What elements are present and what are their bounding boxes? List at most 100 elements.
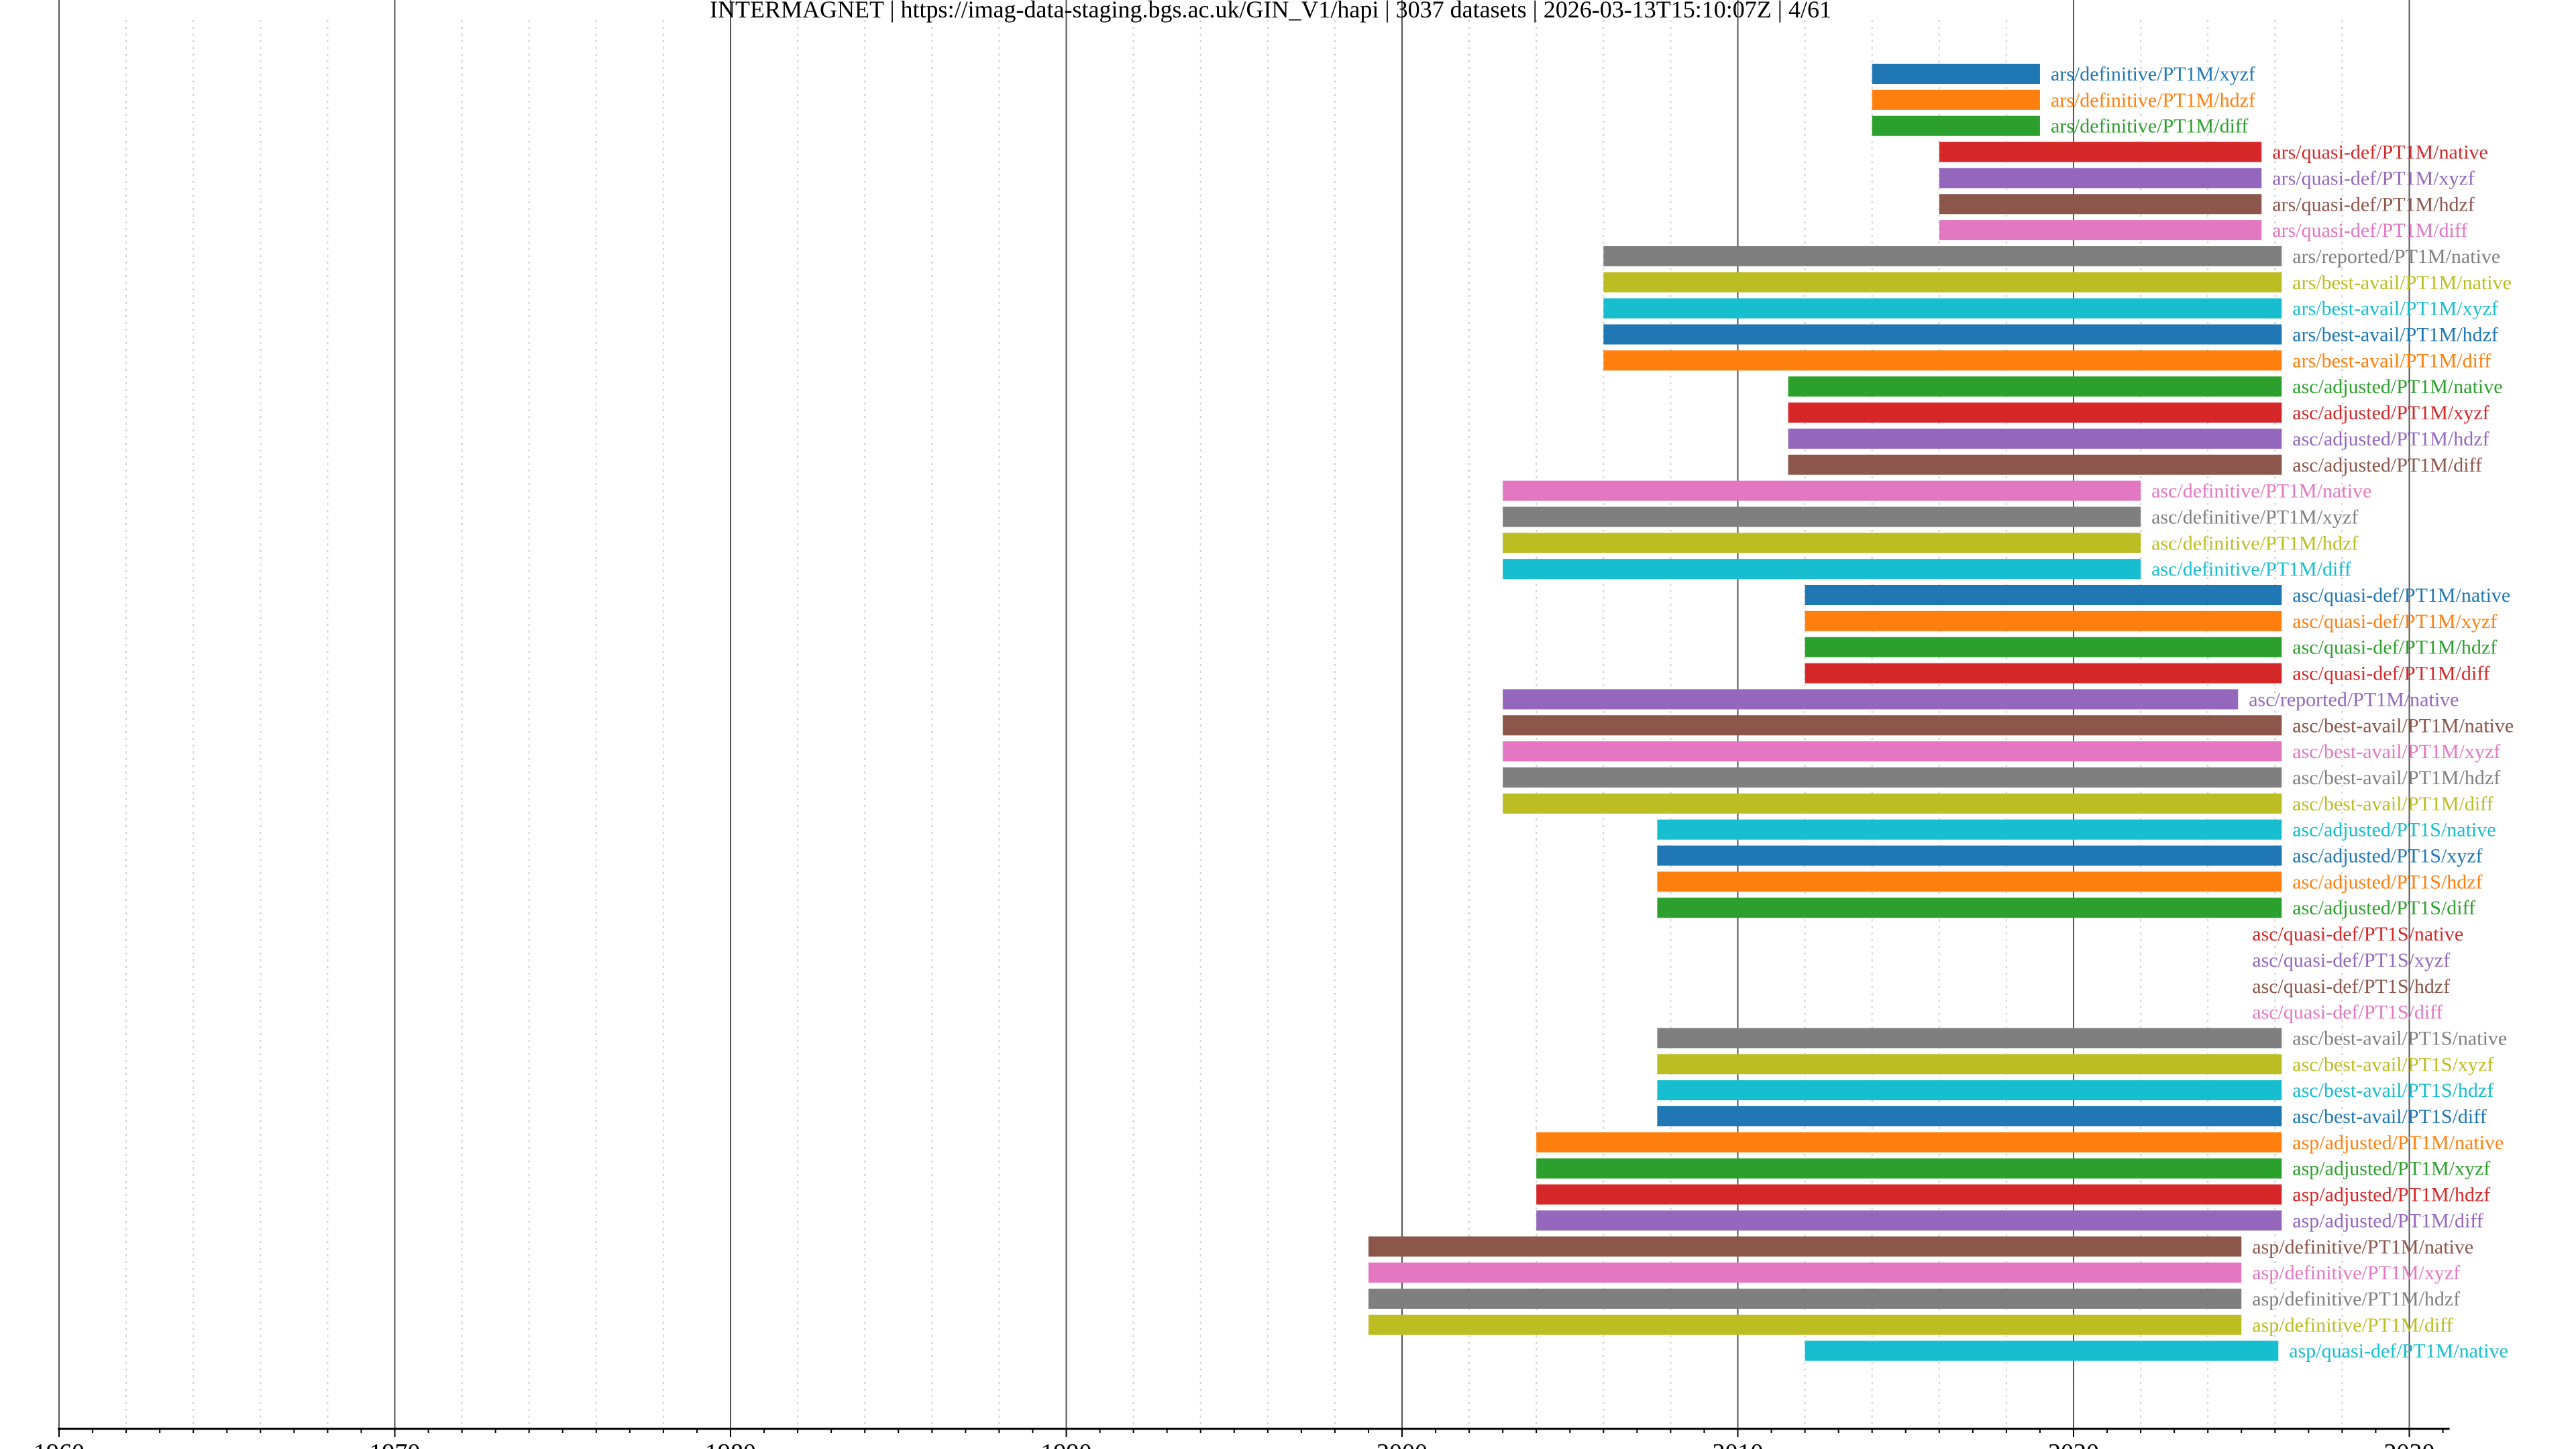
bar-label: asp/definitive/PT1M/hdzf xyxy=(2252,1288,2460,1310)
timeline-bar xyxy=(1503,741,2282,762)
bar-label: asp/adjusted/PT1M/diff xyxy=(2292,1210,2483,1232)
bar-label: asc/best-avail/PT1S/xyzf xyxy=(2292,1053,2493,1075)
x-axis: 1960 1970 1980 1990 2000 2010 2020 2030 xyxy=(34,1428,2450,1449)
timeline-bar xyxy=(1872,64,2040,84)
bar-label: asp/quasi-def/PT1M/native xyxy=(2289,1340,2508,1362)
bar-label: ars/quasi-def/PT1M/native xyxy=(2272,142,2488,164)
bar-label: asc/adjusted/PT1M/diff xyxy=(2292,454,2482,476)
timeline-bar xyxy=(1939,168,2262,189)
bar-label: ars/definitive/PT1M/diff xyxy=(2051,115,2248,138)
timeline-bar xyxy=(1368,1288,2242,1309)
bar-label: asp/adjusted/PT1M/native xyxy=(2292,1132,2504,1154)
timeline-bar xyxy=(1805,637,2282,657)
timeline-bar xyxy=(1657,845,2282,866)
bar-label: asc/quasi-def/PT1M/diff xyxy=(2292,663,2489,685)
timeline-bar xyxy=(1536,1184,2282,1205)
bar-label: asc/adjusted/PT1S/diff xyxy=(2292,897,2475,919)
x-tick-label: 1970 xyxy=(370,1439,421,1449)
timeline-bar xyxy=(1788,376,2282,397)
timeline-bar xyxy=(1788,454,2282,475)
bar-label: asc/best-avail/PT1M/native xyxy=(2292,714,2514,737)
timeline-bar xyxy=(1788,428,2282,449)
bar-label: asc/adjusted/PT1S/hdzf xyxy=(2292,871,2482,893)
bar-label: asc/adjusted/PT1M/xyzf xyxy=(2292,402,2489,424)
bars xyxy=(1368,64,2282,1361)
timeline-bar xyxy=(1503,689,2239,710)
bar-label: asp/definitive/PT1M/diff xyxy=(2252,1314,2453,1336)
x-tick-label: 2010 xyxy=(1713,1439,1764,1449)
timeline-bar xyxy=(1536,1132,2282,1152)
bar-label: asc/definitive/PT1M/native xyxy=(2151,480,2371,502)
bar-label: ars/quasi-def/PT1M/diff xyxy=(2272,219,2467,241)
timeline-bar xyxy=(1368,1236,2242,1257)
timeline-bar xyxy=(1657,1028,2282,1049)
timeline-bar xyxy=(1939,194,2262,215)
bar-label: asc/quasi-def/PT1S/native xyxy=(2252,923,2463,945)
x-tick-label: 2020 xyxy=(2048,1439,2099,1449)
timeline-bar xyxy=(1805,585,2282,605)
bar-label: asc/adjusted/PT1M/native xyxy=(2292,376,2502,398)
timeline-bar xyxy=(1872,89,2040,110)
bar-label: ars/definitive/PT1M/xyzf xyxy=(2051,63,2255,85)
bar-label: asc/adjusted/PT1S/xyzf xyxy=(2292,845,2482,867)
bar-label: asc/quasi-def/PT1M/native xyxy=(2292,584,2510,606)
bar-label: ars/best-avail/PT1M/native xyxy=(2292,272,2512,294)
bar-label: ars/best-avail/PT1M/hdzf xyxy=(2292,324,2498,346)
bar-label: asp/adjusted/PT1M/xyzf xyxy=(2292,1158,2490,1180)
bar-label: asc/adjusted/PT1M/hdzf xyxy=(2292,428,2489,450)
timeline-bar xyxy=(1657,871,2282,892)
timeline-bar xyxy=(1536,1210,2282,1231)
bar-label: asp/adjusted/PT1M/hdzf xyxy=(2292,1184,2490,1206)
chart-title: INTERMAGNET | https://imag-data-staging.… xyxy=(710,0,1831,23)
timeline-bar xyxy=(1657,819,2282,840)
x-tick-label: 1980 xyxy=(705,1439,756,1449)
timeline-bar xyxy=(1657,1080,2282,1101)
timeline-bar xyxy=(1788,402,2282,423)
timeline-bar xyxy=(1939,220,2262,241)
bar-label: asc/best-avail/PT1M/diff xyxy=(2292,793,2493,815)
timeline-bar xyxy=(1939,142,2262,162)
bar-label: ars/best-avail/PT1M/diff xyxy=(2292,350,2491,372)
bar-label: asc/adjusted/PT1S/native xyxy=(2292,819,2496,841)
bar-label: ars/reported/PT1M/native xyxy=(2292,246,2500,268)
timeline-bar xyxy=(1503,480,2141,501)
bar-label: asc/best-avail/PT1S/diff xyxy=(2292,1106,2486,1128)
bar-label: asc/quasi-def/PT1S/hdzf xyxy=(2252,975,2450,998)
timeline-bar xyxy=(1603,298,2282,319)
bar-label: asc/quasi-def/PT1M/hdzf xyxy=(2292,637,2497,659)
x-tick-label: 2000 xyxy=(1377,1439,1428,1449)
bar-label: ars/quasi-def/PT1M/hdzf xyxy=(2272,193,2475,215)
bar-label: ars/definitive/PT1M/hdzf xyxy=(2051,89,2255,111)
x-tick-label: 2030 xyxy=(2384,1439,2435,1449)
timeline-bar xyxy=(1805,610,2282,631)
timeline-bar xyxy=(1368,1314,2242,1335)
timeline-bar xyxy=(1603,246,2282,266)
timeline-bar xyxy=(1503,559,2141,580)
timeline-bar xyxy=(1503,715,2282,736)
timeline-bar xyxy=(1503,767,2282,788)
bar-label: asc/reported/PT1M/native xyxy=(2249,688,2459,710)
timeline-bar xyxy=(1603,350,2282,371)
timeline-bar xyxy=(1657,898,2282,918)
timeline-bar xyxy=(1657,1106,2282,1126)
bar-label: asc/definitive/PT1M/hdzf xyxy=(2151,532,2358,554)
timeline-bar xyxy=(1603,324,2282,345)
x-tick-label: 1960 xyxy=(34,1439,85,1449)
bar-labels: ars/definitive/PT1M/xyzf ars/definitive/P… xyxy=(2051,63,2514,1362)
bar-label: asp/definitive/PT1M/xyzf xyxy=(2252,1262,2460,1284)
timeline-bar xyxy=(1503,793,2282,814)
bar-label: asc/best-avail/PT1S/hdzf xyxy=(2292,1079,2493,1102)
bar-label: ars/best-avail/PT1M/xyzf xyxy=(2292,298,2498,320)
timeline-bar xyxy=(1805,1340,2279,1361)
timeline-bar xyxy=(1657,1054,2282,1075)
bar-label: asc/best-avail/PT1S/native xyxy=(2292,1027,2507,1049)
x-tick-label: 1990 xyxy=(1041,1439,1092,1449)
bar-label: asc/best-avail/PT1M/xyzf xyxy=(2292,741,2500,763)
timeline-bar xyxy=(1503,533,2141,553)
bar-label: asc/quasi-def/PT1S/diff xyxy=(2252,1002,2443,1024)
timeline-bar xyxy=(1872,115,2040,136)
bar-label: asp/definitive/PT1M/native xyxy=(2252,1236,2473,1258)
bar-label: ars/quasi-def/PT1M/xyzf xyxy=(2272,167,2475,189)
timeline-bar xyxy=(1805,663,2282,684)
